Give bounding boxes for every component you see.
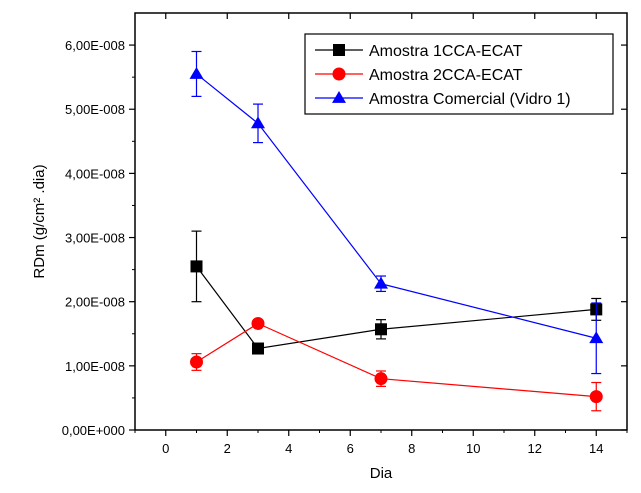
y-tick-label: 6,00E-008 <box>65 38 125 53</box>
series-group <box>189 50 604 412</box>
legend: Amostra 1CCA-ECAT Amostra 2CCA-ECAT Amostr… <box>304 33 614 115</box>
data-point-square <box>252 342 264 355</box>
y-axis-title: RDm (g/cm² .dia) <box>31 164 48 278</box>
legend-label: Amostra 2CCA-ECAT <box>369 67 523 84</box>
legend-entry-1: Amostra 1CCA-ECAT <box>315 43 523 60</box>
series-line <box>196 322 597 398</box>
series-2 <box>190 317 603 412</box>
series-line <box>196 73 597 339</box>
legend-entry-2: Amostra 2CCA-ECAT <box>315 67 523 84</box>
data-point-triangle <box>589 331 604 344</box>
data-point-triangle <box>332 91 346 103</box>
x-tick-label: 12 <box>528 441 542 456</box>
axes-group: 0 2 4 6 8 10 12 14 0,00E+000 1,00E-008 2,00E-008 3,… <box>62 12 628 456</box>
series-line <box>196 266 597 350</box>
x-tick-label: 0 <box>162 441 169 456</box>
data-point-triangle <box>251 116 265 129</box>
data-point-square <box>190 260 203 273</box>
x-tick-label: 10 <box>466 441 480 456</box>
data-point-square <box>333 44 345 56</box>
data-point-circle <box>332 67 346 81</box>
data-point-square <box>375 323 387 336</box>
legend-entry-3: Amostra Comercial (Vidro 1) <box>315 91 571 108</box>
series-3 <box>189 50 604 375</box>
y-tick-label: 2,00E-008 <box>65 295 125 310</box>
y-tick-label: 1,00E-008 <box>65 359 125 374</box>
data-point-triangle <box>189 66 204 79</box>
x-tick-label: 14 <box>589 441 603 456</box>
data-point-circle <box>251 317 265 331</box>
y-tick-label: 0,00E+000 <box>62 423 125 438</box>
y-tick-label: 4,00E-008 <box>65 166 125 181</box>
data-point-circle <box>190 355 203 369</box>
x-tick-label: 8 <box>408 441 415 456</box>
x-axis-title: Dia <box>370 465 393 482</box>
x-tick-label: 4 <box>285 441 292 456</box>
y-tick-label: 3,00E-008 <box>65 231 125 246</box>
series-1 <box>190 230 603 355</box>
data-point-triangle <box>374 276 388 289</box>
data-point-circle <box>374 372 388 386</box>
x-tick-label: 2 <box>224 441 231 456</box>
legend-label: Amostra 1CCA-ECAT <box>369 43 523 60</box>
data-point-circle <box>589 390 603 404</box>
y-tick-label: 5,00E-008 <box>65 102 125 117</box>
x-tick-label: 6 <box>347 441 354 456</box>
legend-label: Amostra Comercial (Vidro 1) <box>369 91 571 108</box>
